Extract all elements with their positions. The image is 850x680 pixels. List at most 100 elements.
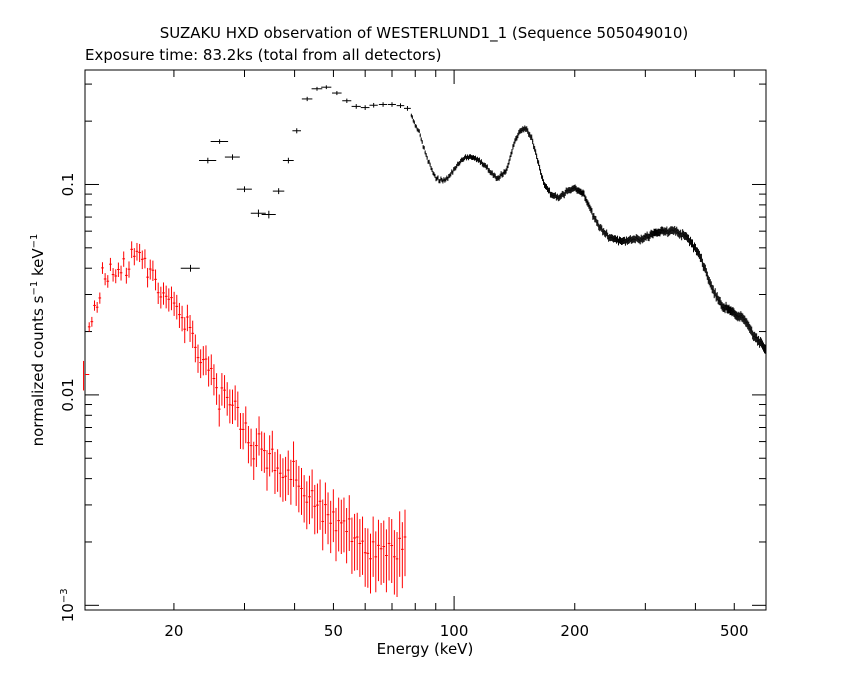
data-point (119, 265, 123, 281)
data-point (106, 275, 110, 288)
data-point (412, 118, 414, 123)
data-point (632, 235, 634, 243)
data-point (637, 235, 639, 243)
data-point (400, 522, 404, 589)
data-point (576, 187, 578, 194)
data-point (204, 345, 208, 376)
data-point (558, 194, 560, 201)
data-point (709, 279, 711, 288)
data-point (390, 519, 394, 583)
data-point (656, 229, 658, 238)
data-point (693, 242, 695, 251)
data-point (686, 232, 688, 241)
data-point (363, 527, 367, 587)
data-point (455, 165, 457, 171)
data-point (665, 228, 667, 236)
data-point (528, 131, 530, 137)
data-point (633, 235, 635, 243)
data-point (180, 264, 200, 272)
data-point (324, 482, 327, 534)
data-point (721, 302, 723, 311)
data-point (339, 499, 343, 555)
data-point (162, 282, 165, 305)
data-point (727, 305, 729, 314)
data-point (385, 529, 388, 593)
data-point (592, 213, 594, 220)
data-point (308, 475, 311, 525)
data-point (673, 227, 675, 235)
data-point (278, 454, 282, 498)
data-point (83, 360, 90, 391)
data-point (411, 115, 413, 119)
data-point (584, 194, 586, 202)
data-point (739, 312, 741, 322)
data-point (725, 301, 727, 311)
data-point (663, 228, 665, 236)
data-point (532, 138, 534, 145)
data-point (634, 236, 636, 244)
data-point (639, 237, 641, 245)
data-point (642, 235, 644, 243)
data-point (730, 306, 732, 315)
data-point (661, 226, 663, 234)
data-point (261, 210, 276, 219)
data-point (573, 184, 575, 192)
data-point (321, 85, 332, 90)
data-point (714, 288, 716, 297)
data-point (430, 166, 432, 171)
data-point (413, 120, 415, 125)
data-point (512, 144, 514, 150)
data-point (660, 226, 662, 235)
data-point (424, 150, 426, 155)
data-point (498, 175, 500, 181)
data-point (707, 275, 709, 284)
data-point (723, 303, 725, 312)
data-point (476, 156, 478, 162)
data-point (469, 154, 471, 159)
data-point (440, 176, 442, 181)
data-point (460, 158, 462, 164)
data-point (451, 169, 453, 174)
data-point (662, 226, 664, 235)
data-point (191, 320, 195, 349)
data-point (130, 241, 133, 259)
data-point (374, 531, 378, 593)
data-point (752, 330, 754, 340)
data-point (666, 226, 668, 235)
data-point (239, 413, 242, 449)
data-point (544, 182, 546, 188)
data-point (753, 332, 755, 342)
data-point (398, 511, 402, 577)
data-point (125, 267, 128, 284)
data-point (428, 159, 430, 164)
data-point (466, 155, 468, 161)
data-point (604, 230, 606, 237)
data-point (692, 244, 694, 253)
y-tick-label: 0.01 (59, 378, 77, 411)
data-point (454, 166, 456, 171)
data-point (728, 304, 730, 314)
data-point (231, 389, 234, 425)
data-point (426, 155, 428, 160)
data-point (699, 253, 701, 262)
data-point (529, 132, 531, 138)
data-point (103, 273, 107, 286)
data-point (748, 321, 750, 331)
data-point (759, 338, 761, 348)
data-point (760, 337, 762, 347)
data-point (549, 191, 551, 198)
data-point (249, 428, 253, 467)
data-point (729, 306, 731, 316)
x-axis-label: Energy (keV) (377, 640, 474, 658)
data-point (360, 105, 370, 110)
data-point (282, 157, 294, 164)
data-point (649, 231, 651, 239)
data-point (459, 160, 461, 166)
data-point (597, 220, 599, 227)
data-point (382, 520, 386, 583)
data-point (355, 512, 359, 571)
data-point (509, 155, 511, 161)
data-point (444, 178, 446, 183)
data-point (486, 164, 488, 170)
y-tick-label: 10−3 (59, 588, 77, 622)
